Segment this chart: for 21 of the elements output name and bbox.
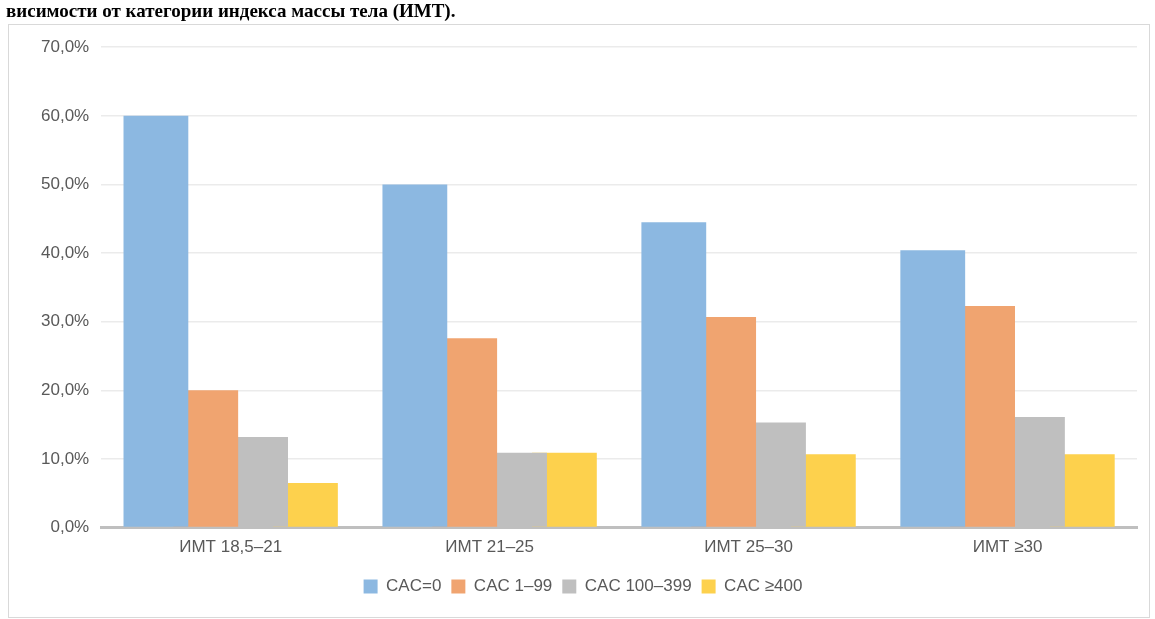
bar <box>382 184 448 527</box>
x-tick-label: ИМТ 25–30 <box>704 537 793 557</box>
bar <box>641 222 707 527</box>
bar <box>900 250 966 527</box>
legend-label: CAC ≥400 <box>724 576 803 596</box>
y-tick-label: 20,0% <box>41 380 90 400</box>
x-tick-label: ИМТ 18,5–21 <box>179 537 283 557</box>
chart-title: висимости от категории индекса массы тела (ИМТ). <box>5 0 457 22</box>
bar <box>123 115 189 527</box>
legend-label: CAC 100–399 <box>584 576 692 596</box>
legend-label: CAC 1–99 <box>473 576 553 596</box>
y-tick-label: 30,0% <box>41 311 90 331</box>
y-tick-label: 40,0% <box>41 242 90 262</box>
y-tick-label: 0,0% <box>50 517 90 537</box>
y-tick-label: 70,0% <box>41 36 90 56</box>
y-tick-label: 10,0% <box>41 448 90 468</box>
legend-label: CAC=0 <box>386 576 442 596</box>
y-tick-label: 60,0% <box>41 105 90 125</box>
y-tick-label: 50,0% <box>41 174 90 194</box>
x-tick-label: ИМТ ≥30 <box>972 537 1043 557</box>
x-tick-label: ИМТ 21–25 <box>445 537 535 557</box>
